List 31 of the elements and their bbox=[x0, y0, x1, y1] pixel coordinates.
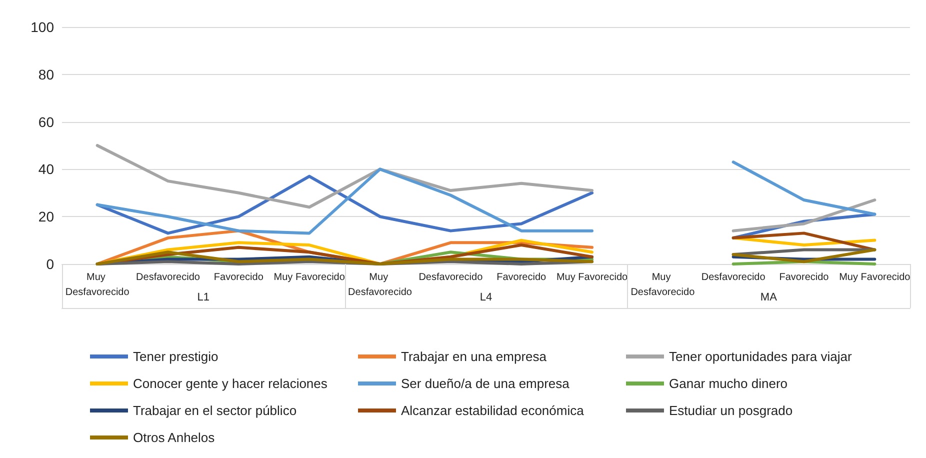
y-tick-label: 40 bbox=[38, 161, 54, 178]
legend-label: Ser dueño/a de una empresa bbox=[401, 376, 570, 391]
x-tick-label: Muy Favorecido bbox=[839, 272, 911, 283]
y-tick-label: 0 bbox=[46, 256, 54, 272]
legend-label: Tener oportunidades para viajar bbox=[669, 349, 853, 364]
y-tick-label: 80 bbox=[38, 66, 54, 82]
x-tick-label: Muy Favorecido bbox=[556, 272, 628, 283]
y-tick-label: 20 bbox=[38, 208, 54, 225]
x-tick-label: Desfavorecido bbox=[701, 272, 766, 283]
x-tick-label: Muy Favorecido bbox=[274, 272, 346, 283]
x-tick-label: Desfavorecido bbox=[418, 272, 484, 283]
legend-label: Conocer gente y hacer relaciones bbox=[133, 376, 328, 391]
legend-label: Trabajar en una empresa bbox=[401, 349, 548, 364]
legend-label: Estudiar un posgrado bbox=[669, 403, 793, 418]
legend-label: Ganar mucho dinero bbox=[669, 376, 788, 391]
text: L4 bbox=[480, 292, 492, 304]
x-tick-label: Muy Desfavorecido bbox=[630, 272, 696, 298]
y-tick-label: 100 bbox=[30, 19, 54, 35]
x-tick-label: Muy Desfavorecido bbox=[65, 272, 130, 298]
x-tick-label: Desfavorecido bbox=[136, 272, 200, 283]
x-tick-label: Muy Desfavorecido bbox=[348, 272, 412, 298]
text: L1 bbox=[197, 292, 210, 304]
y-tick-label: 60 bbox=[38, 114, 54, 130]
legend-label: Otros Anhelos bbox=[133, 430, 216, 445]
x-tick-label: Favorecido bbox=[496, 272, 547, 283]
x-tick-label: Favorecido bbox=[214, 272, 264, 283]
x-tick-label: Favorecido bbox=[779, 272, 830, 283]
text: MA bbox=[760, 292, 778, 304]
legend-label: Trabajar en el sector público bbox=[133, 403, 297, 418]
legend-label: Alcanzar estabilidad económica bbox=[401, 403, 585, 418]
legend-label: Tener prestigio bbox=[133, 349, 218, 364]
